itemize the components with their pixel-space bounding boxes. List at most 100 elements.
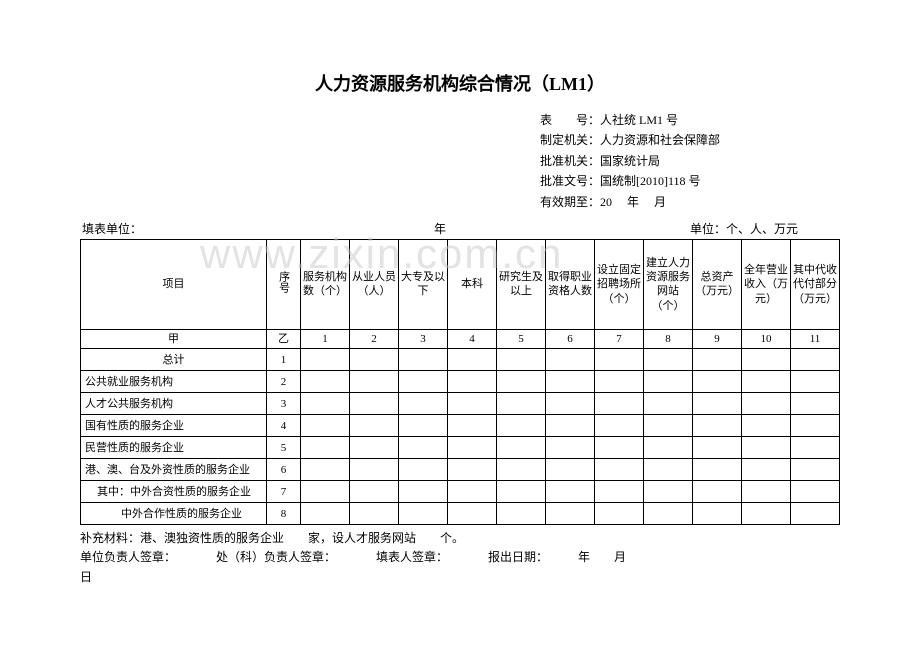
cell (693, 415, 742, 437)
cell (693, 503, 742, 525)
footer-supplement: 补充材料：港、澳独资性质的服务企业 家，设人才服务网站 个。 (80, 529, 840, 548)
filler-unit-label: 填表单位： (82, 220, 321, 237)
cell (546, 459, 595, 481)
row-seq: 8 (267, 503, 301, 525)
cell (497, 503, 546, 525)
cell (742, 393, 791, 415)
col-org-count: 服务机构数（个） (301, 239, 350, 329)
cell (350, 459, 399, 481)
cell (644, 349, 693, 371)
cell (399, 415, 448, 437)
meta-line: 表 号：人社统 LM1 号 (540, 110, 840, 130)
page-title: 人力资源服务机构综合情况（LM1） (80, 70, 840, 96)
year-label: 年 (321, 220, 560, 237)
cell (791, 349, 840, 371)
cell (742, 349, 791, 371)
cell (301, 415, 350, 437)
cell (791, 371, 840, 393)
meta-line: 批准文号：国统制[2010]118 号 (540, 171, 840, 191)
cell (350, 503, 399, 525)
row-seq: 3 (267, 393, 301, 415)
unit-label: 单位：个、人、万元 (559, 220, 838, 237)
cell (742, 459, 791, 481)
cell (448, 503, 497, 525)
cell (448, 437, 497, 459)
subhead: 8 (644, 329, 693, 348)
cell (350, 393, 399, 415)
cell (742, 371, 791, 393)
cell (546, 481, 595, 503)
cell (399, 371, 448, 393)
cell (399, 503, 448, 525)
sig-dept: 处（科）负责人签章： (216, 548, 336, 567)
cell (693, 459, 742, 481)
cell (791, 503, 840, 525)
row-label: 人才公共服务机构 (81, 393, 267, 415)
table-row: 国有性质的服务企业4 (81, 415, 840, 437)
row-label: 港、澳、台及外资性质的服务企业 (81, 459, 267, 481)
cell (497, 459, 546, 481)
cell (546, 437, 595, 459)
cell (693, 371, 742, 393)
cell (742, 437, 791, 459)
table-row: 中外合作性质的服务企业8 (81, 503, 840, 525)
footer-signatures: 单位负责人签章： 处（科）负责人签章： 填表人签章： 报出日期： 年 月 (80, 548, 840, 567)
subhead: 1 (301, 329, 350, 348)
cell (497, 437, 546, 459)
row-seq: 2 (267, 371, 301, 393)
table-row: 其中：中外合资性质的服务企业7 (81, 481, 840, 503)
cell (791, 415, 840, 437)
col-seq: 序号 (267, 239, 301, 329)
subhead: 10 (742, 329, 791, 348)
cell (497, 481, 546, 503)
cell (693, 437, 742, 459)
cell (644, 415, 693, 437)
cell (399, 459, 448, 481)
subhead: 乙 (267, 329, 301, 348)
subhead: 6 (546, 329, 595, 348)
subhead: 2 (350, 329, 399, 348)
col-edu-1: 大专及以下 (399, 239, 448, 329)
cell (497, 415, 546, 437)
subhead: 甲 (81, 329, 267, 348)
cell (448, 393, 497, 415)
cell (350, 437, 399, 459)
col-venue: 设立固定招聘场所（个） (595, 239, 644, 329)
table-header-info: 填表单位： 年 单位：个、人、万元 (80, 220, 840, 237)
cell (546, 503, 595, 525)
cell (546, 415, 595, 437)
row-seq: 1 (267, 349, 301, 371)
row-seq: 6 (267, 459, 301, 481)
cell (791, 393, 840, 415)
meta-block: 表 号：人社统 LM1 号 制定机关：人力资源和社会保障部 批准机关：国家统计局… (540, 110, 840, 212)
cell (693, 481, 742, 503)
cell (399, 393, 448, 415)
table-row: 港、澳、台及外资性质的服务企业6 (81, 459, 840, 481)
sig-filler: 填表人签章： (376, 548, 448, 567)
cell (595, 459, 644, 481)
cell (301, 459, 350, 481)
table-row: 公共就业服务机构2 (81, 371, 840, 393)
footer-day: 日 (80, 568, 840, 587)
cell (595, 371, 644, 393)
cell (448, 349, 497, 371)
cell (644, 371, 693, 393)
cell (448, 415, 497, 437)
table-row: 民营性质的服务企业5 (81, 437, 840, 459)
cell (791, 459, 840, 481)
cell (644, 437, 693, 459)
col-edu-3: 研究生及以上 (497, 239, 546, 329)
cell (595, 481, 644, 503)
cell (595, 503, 644, 525)
row-label: 国有性质的服务企业 (81, 415, 267, 437)
row-label: 民营性质的服务企业 (81, 437, 267, 459)
col-revenue: 全年营业收入（万元） (742, 239, 791, 329)
row-seq: 7 (267, 481, 301, 503)
cell (546, 349, 595, 371)
cell (448, 481, 497, 503)
col-item: 项目 (81, 239, 267, 329)
cell (742, 503, 791, 525)
main-table: 项目 序号 服务机构数（个） 从业人员（人） 大专及以下 本科 研究生及以上 取… (80, 239, 840, 525)
cell (448, 371, 497, 393)
cell (301, 481, 350, 503)
